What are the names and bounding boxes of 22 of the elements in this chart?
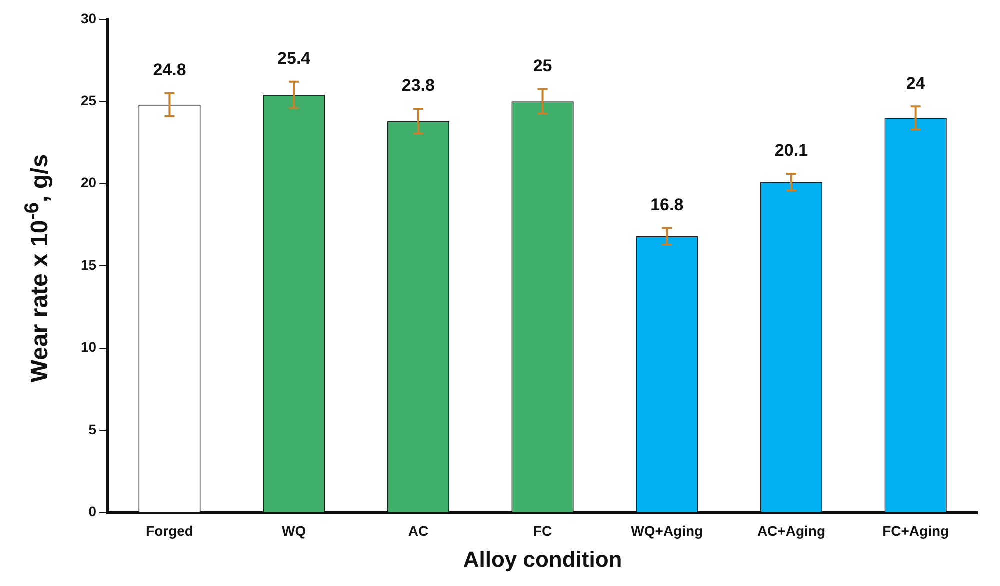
y-tick-label: 25 <box>80 92 97 108</box>
data-label: 20.1 <box>774 141 808 160</box>
x-tick-label: FC <box>533 523 552 540</box>
data-label: 23.8 <box>402 76 435 96</box>
x-tick-label: AC <box>408 523 429 540</box>
data-label: 24.8 <box>153 60 186 80</box>
data-label: 24 <box>906 74 926 93</box>
x-tick-label: AC+Aging <box>757 523 826 540</box>
y-tick-label: 15 <box>80 256 97 273</box>
y-tick-label: 0 <box>88 504 97 520</box>
y-tick-label: 5 <box>88 421 97 438</box>
y-tick-label: 20 <box>80 174 97 191</box>
data-label: 16.8 <box>650 195 684 214</box>
y-tick-label: 10 <box>80 339 97 356</box>
data-label: 25 <box>533 56 552 76</box>
data-label: 25.4 <box>278 49 312 68</box>
x-tick-label: Forged <box>146 523 194 540</box>
x-axis-title: Alloy condition <box>463 546 622 572</box>
x-tick-label: FC+Aging <box>882 523 950 540</box>
x-tick-label: WQ <box>282 523 306 540</box>
x-tick-label: WQ+Aging <box>631 523 704 540</box>
y-tick-label: 30 <box>80 10 97 26</box>
